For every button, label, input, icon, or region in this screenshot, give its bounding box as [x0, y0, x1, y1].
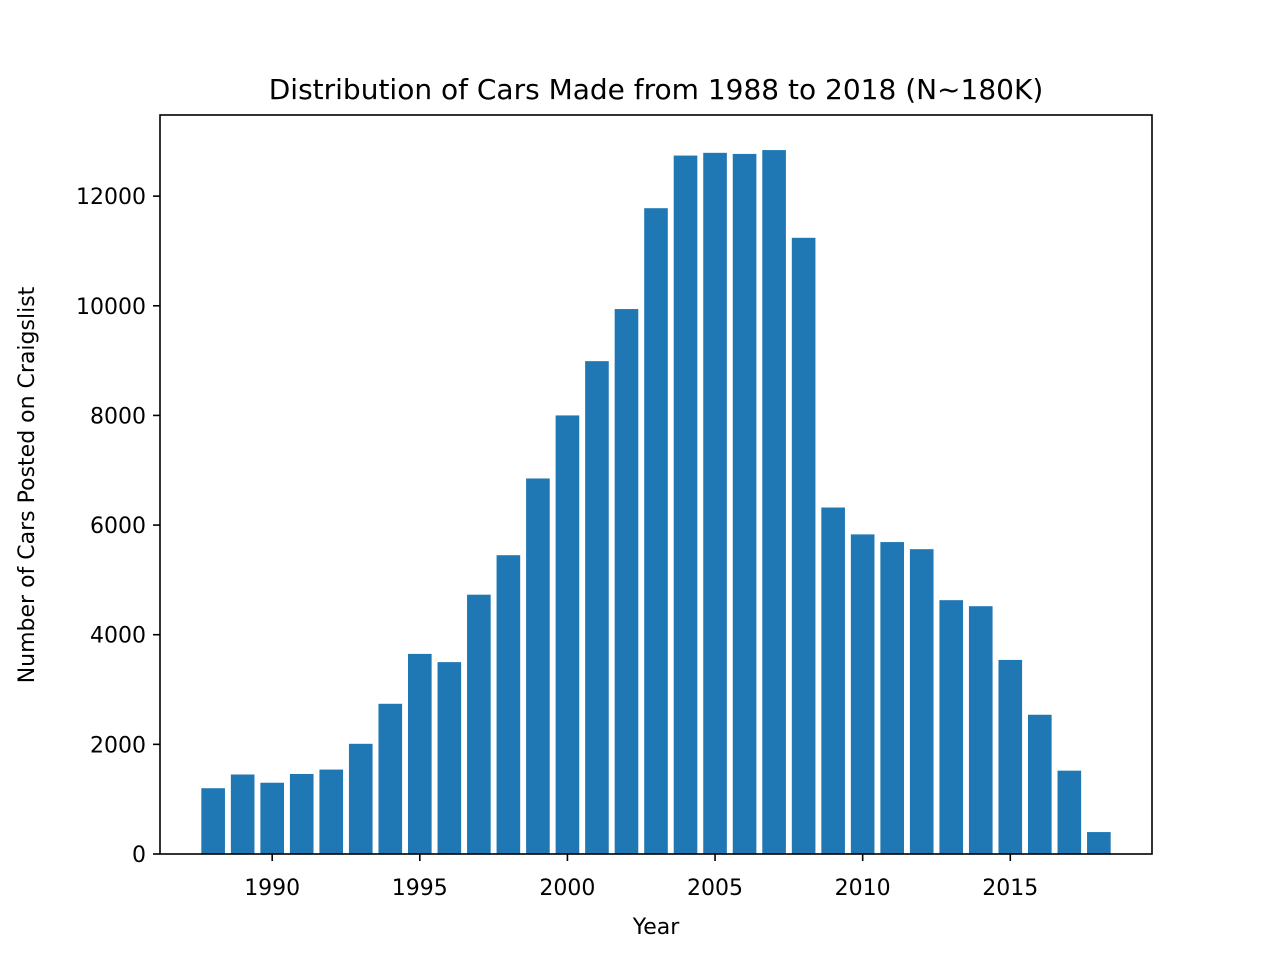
x-axis-ticks: 1990 1995 2000 2005 2010 2015	[244, 854, 1038, 901]
bar-2007	[762, 150, 786, 854]
bar-2001	[585, 361, 609, 854]
bar-1995	[408, 653, 432, 854]
x-tick-label: 2015	[982, 876, 1038, 901]
bar-1989	[230, 774, 255, 854]
bar-2018	[1087, 832, 1111, 854]
x-tick-label: 2000	[539, 876, 595, 901]
bar-1996	[437, 662, 462, 854]
bar-2005	[703, 152, 727, 854]
bar-1992	[319, 769, 344, 854]
bar-2010	[850, 534, 875, 854]
bar-2016	[1028, 714, 1052, 854]
chart-title: Distribution of Cars Made from 1988 to 2…	[269, 73, 1044, 106]
bar-2014	[968, 606, 993, 854]
bar-1993	[348, 743, 373, 854]
x-tick-label: 2005	[687, 876, 743, 901]
bar-2000	[555, 415, 580, 854]
bars-group	[201, 150, 1111, 855]
plot-frame	[159, 114, 1153, 855]
y-tick-label: 6000	[90, 514, 146, 539]
x-tick-label: 1995	[392, 876, 448, 901]
bar-1994	[378, 703, 403, 854]
x-axis-label: Year	[632, 915, 681, 940]
bar-2006	[732, 153, 757, 854]
bar-2003	[644, 208, 668, 854]
bar-2012	[909, 549, 934, 854]
bar-2009	[821, 507, 845, 854]
bar-1988	[201, 788, 225, 854]
bar-2002	[614, 309, 639, 855]
y-tick-label: 8000	[90, 404, 146, 429]
bar-2015	[998, 659, 1023, 854]
y-tick-label: 12000	[76, 185, 146, 210]
bar-2004	[673, 155, 698, 855]
bar-2008	[791, 237, 816, 854]
y-tick-label: 2000	[90, 733, 146, 758]
bar-2011	[880, 542, 904, 854]
bar-1990	[260, 782, 284, 854]
bar-1999	[526, 478, 550, 854]
bar-2013	[939, 600, 964, 854]
bar-1991	[289, 773, 314, 854]
bar-1997	[467, 594, 491, 854]
bar-1998	[496, 555, 521, 854]
y-tick-label: 4000	[90, 624, 146, 649]
x-tick-label: 2010	[835, 876, 891, 901]
y-axis-label: Number of Cars Posted on Craigslist	[15, 286, 40, 683]
y-tick-label: 10000	[76, 295, 146, 320]
y-axis-ticks: 0 2000 4000 6000 8000 10000 12000	[76, 185, 160, 868]
bar-2017	[1057, 770, 1082, 854]
x-tick-label: 1990	[244, 876, 300, 901]
y-tick-label: 0	[132, 843, 146, 868]
